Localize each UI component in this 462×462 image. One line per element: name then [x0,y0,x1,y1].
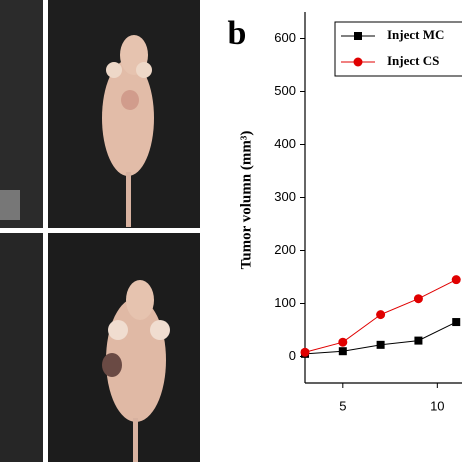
mouse-ear [136,62,152,78]
panel-label: b [228,15,247,52]
y-tick-label: 100 [274,295,296,310]
marker [451,275,461,285]
legend-marker [354,32,362,40]
y-tick-label: 400 [274,136,296,151]
photo-detail [0,190,20,220]
y-tick-label: 200 [274,242,296,257]
mouse-ear [150,320,170,340]
marker [376,340,385,349]
marker [300,347,310,357]
x-tick-label: 5 [339,398,346,413]
marker [338,337,348,347]
y-tick-label: 500 [274,83,296,98]
x-tick-label: 10 [430,398,444,413]
photo [0,233,43,462]
legend-label: Inject CS [387,53,439,68]
series-line [304,321,457,355]
y-tick-label: 0 [289,348,296,363]
marker [414,336,423,345]
marker [376,310,386,320]
legend-label: Inject MC [387,27,444,42]
y-tick-label: 300 [274,189,296,204]
photo-panels [0,0,200,462]
mouse [102,60,154,176]
mouse-ear [108,320,128,340]
y-tick-label: 600 [274,30,296,45]
y-axis-label: Tumor volumn (mm³) [238,131,254,270]
tumor [102,353,122,377]
mouse-ear [106,62,122,78]
mouse-tail [133,418,138,462]
marker [338,347,347,356]
marker [452,318,461,327]
tumor [121,90,139,110]
mouse-tail [126,172,131,227]
marker [413,294,423,304]
mouse-head [126,280,154,320]
legend-marker [353,57,363,67]
legend-box [334,21,462,77]
